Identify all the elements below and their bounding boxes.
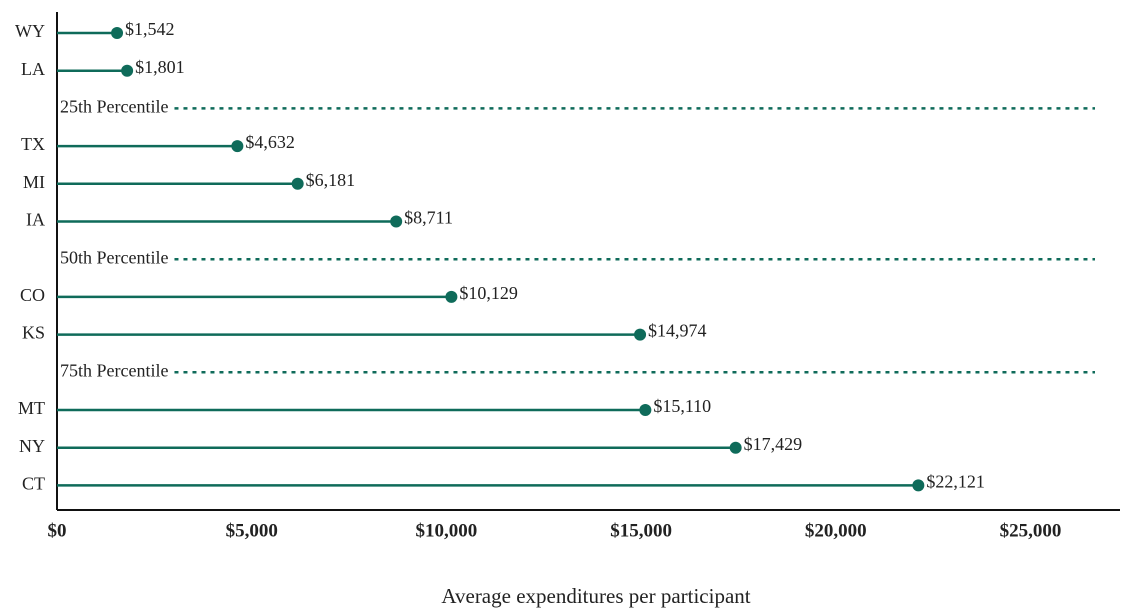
x-tick-label: $15,000 [610, 520, 672, 541]
value-label: $8,711 [404, 208, 453, 228]
percentile-label: 75th Percentile [60, 360, 168, 380]
dot [912, 479, 925, 492]
value-label: $4,632 [245, 132, 295, 152]
value-label: $10,129 [459, 283, 518, 303]
y-tick-label: LA [21, 59, 45, 79]
dot [231, 140, 244, 153]
y-tick-label: MT [18, 398, 45, 418]
value-label: $15,110 [653, 396, 711, 416]
y-tick-label: TX [21, 134, 45, 154]
dot [634, 328, 647, 341]
dot [291, 177, 304, 190]
x-axis-title: Average expenditures per participant [441, 584, 750, 608]
y-tick-label: WY [15, 21, 45, 41]
value-label: $17,429 [744, 434, 803, 454]
percentile-label: 50th Percentile [60, 247, 168, 267]
value-label: $22,121 [926, 472, 985, 492]
dot [390, 215, 403, 228]
y-tick-label: CT [22, 474, 45, 494]
value-label: $1,542 [125, 19, 175, 39]
value-label: $14,974 [648, 321, 707, 341]
x-tick-label: $5,000 [226, 520, 278, 541]
y-tick-label: MI [23, 172, 45, 192]
y-tick-label: IA [26, 210, 45, 230]
dot [111, 27, 124, 39]
y-tick-label: NY [19, 436, 45, 456]
x-tick-label: $20,000 [805, 520, 867, 541]
dot [729, 441, 742, 454]
value-label: $1,801 [135, 57, 185, 77]
value-label: $6,181 [306, 170, 356, 190]
y-tick-label: KS [22, 323, 45, 343]
y-tick-label: CO [20, 285, 45, 305]
dot [639, 404, 652, 416]
x-tick-label: $10,000 [416, 520, 478, 541]
percentile-label: 25th Percentile [60, 97, 168, 117]
dot [445, 290, 458, 303]
x-tick-label: $25,000 [1000, 520, 1062, 541]
dot [121, 64, 134, 77]
x-tick-label: $0 [48, 520, 67, 541]
